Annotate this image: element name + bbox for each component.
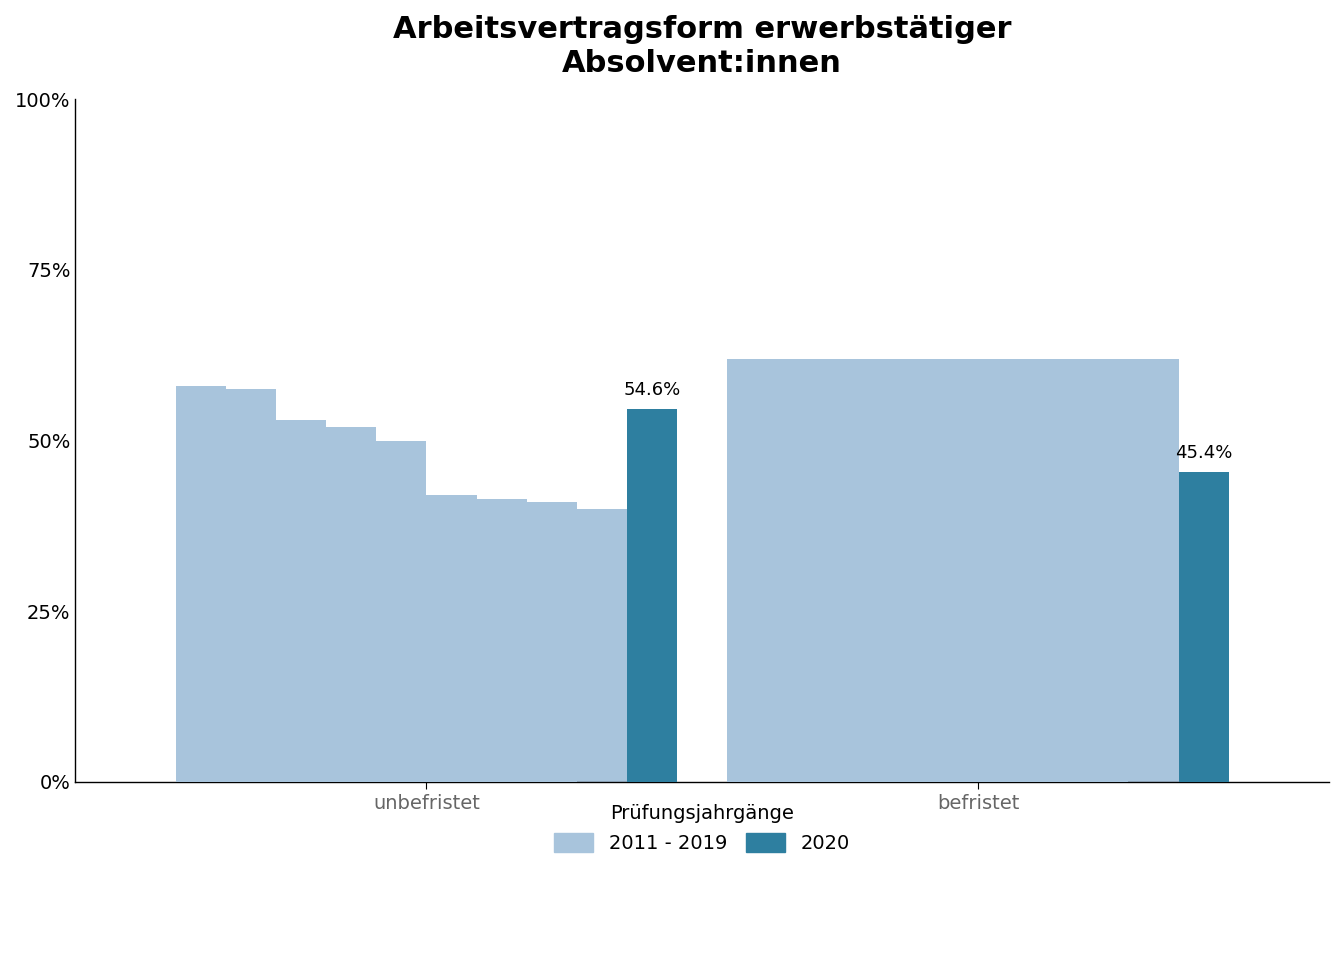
Bar <box>727 441 1028 781</box>
Bar <box>176 390 276 781</box>
Bar <box>176 441 426 781</box>
Bar <box>176 498 527 781</box>
Bar <box>176 427 376 781</box>
Bar <box>727 441 978 781</box>
Bar <box>176 502 577 781</box>
Bar <box>1179 472 1228 781</box>
Bar <box>727 482 828 781</box>
Bar <box>626 409 677 781</box>
Bar <box>727 461 878 781</box>
Bar <box>727 372 1078 781</box>
Bar <box>727 359 1179 781</box>
Bar <box>176 509 626 781</box>
Bar <box>176 420 327 781</box>
Bar <box>176 495 477 781</box>
Bar <box>176 386 226 781</box>
Bar <box>727 441 927 781</box>
Text: 45.4%: 45.4% <box>1175 444 1232 462</box>
Legend: 2011 - 2019, 2020: 2011 - 2019, 2020 <box>547 796 857 861</box>
Bar <box>727 372 1129 781</box>
Title: Arbeitsvertragsform erwerbstätiger
Absolvent:innen: Arbeitsvertragsform erwerbstätiger Absol… <box>392 15 1012 78</box>
Bar <box>727 482 777 781</box>
Text: 54.6%: 54.6% <box>624 381 680 399</box>
